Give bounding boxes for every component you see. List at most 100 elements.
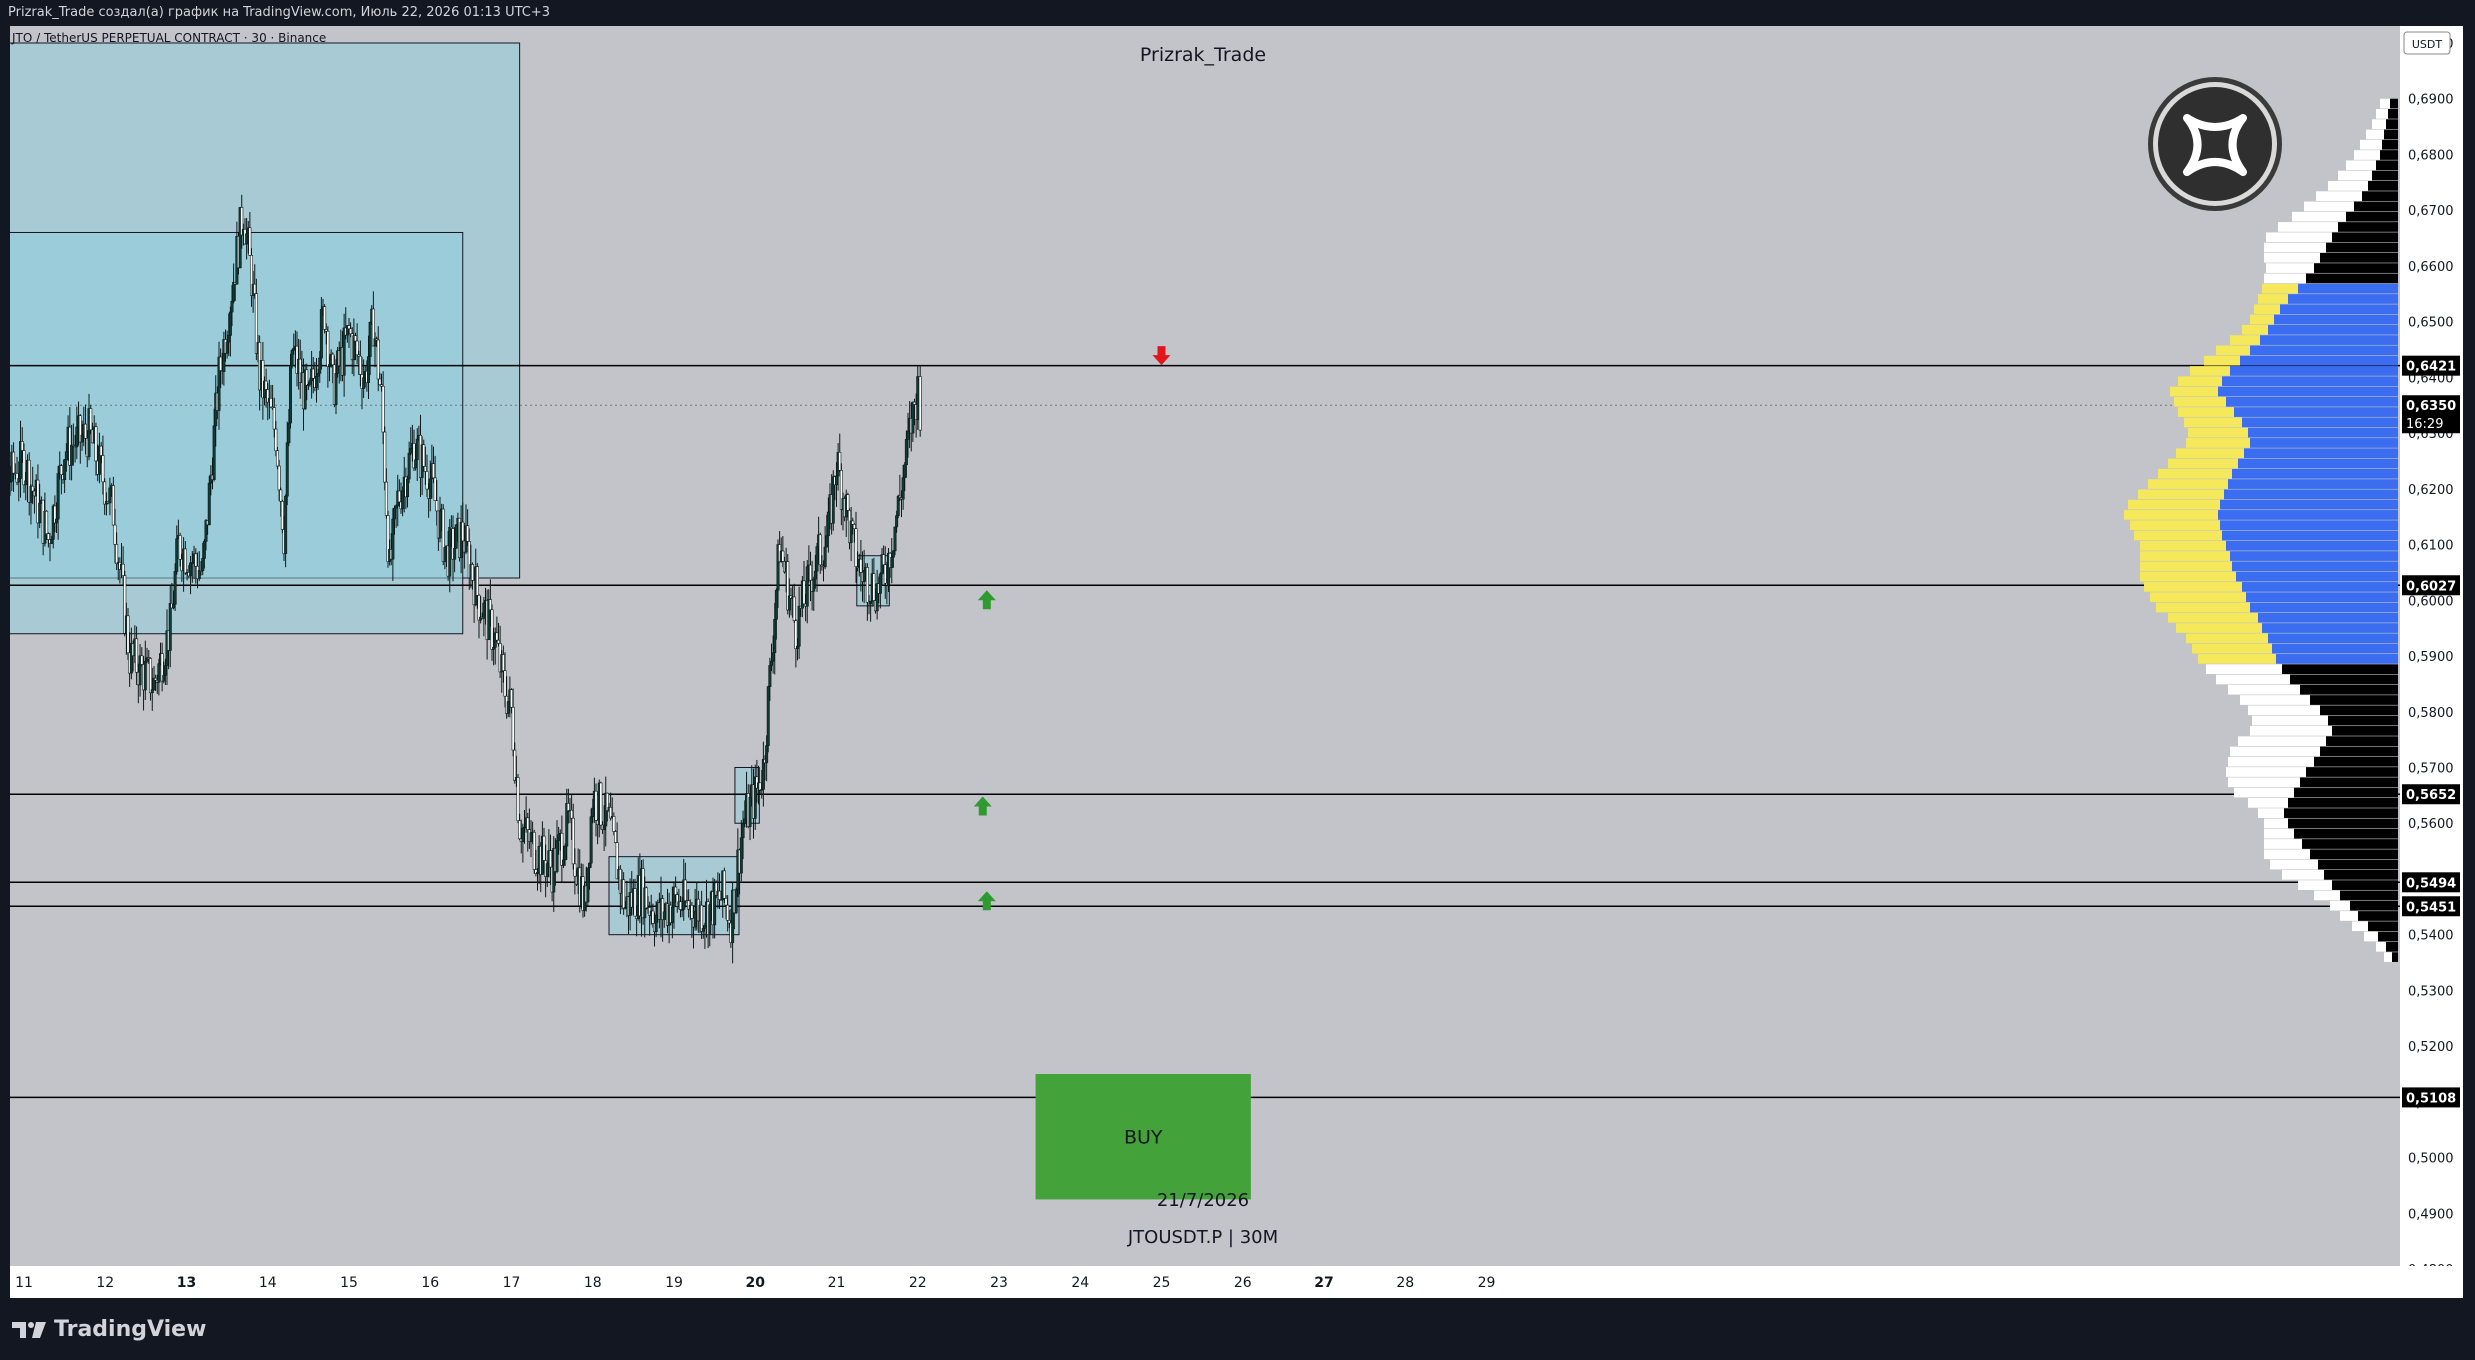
candle-body [812, 578, 816, 592]
time-tick-label: 29 [1478, 1275, 1496, 1291]
candle-body [589, 816, 593, 864]
candle-body [29, 485, 33, 503]
candle-body [80, 434, 84, 443]
candle-body [126, 615, 130, 654]
level-price-badge[interactable] [2402, 896, 2460, 917]
candle-body [46, 533, 50, 540]
level-price-label: 0,5652 [2406, 788, 2456, 803]
profile-bar-up [2186, 633, 2268, 644]
time-axis[interactable]: 11 12 13 14 15 16 17 18 19 20 21 22 23 24 25 26 27 28 29 [10, 1266, 2463, 1298]
candle-body [383, 431, 387, 483]
profile-bar-up [2204, 355, 2240, 366]
candle-body [883, 564, 887, 584]
profile-bar-up [2216, 674, 2290, 685]
candle-body [859, 558, 863, 573]
price-tick-label: 0,6200 [2408, 483, 2454, 498]
arrow-up-icon[interactable] [973, 796, 992, 816]
candle-body [113, 524, 117, 545]
candle-body [342, 327, 346, 376]
candle-body [428, 478, 432, 499]
profile-bar-down [2234, 407, 2398, 417]
candle-body [872, 573, 876, 601]
time-axis-svg[interactable]: 11 12 13 14 15 16 17 18 19 20 21 22 23 24 25 26 27 28 29 [10, 1266, 2463, 1298]
candle-body [511, 707, 515, 751]
candle-body [245, 233, 249, 245]
profile-bar-up [2190, 366, 2230, 376]
price-tick-label: 0,5700 [2408, 761, 2454, 776]
profile-bar-down [2218, 386, 2398, 397]
profile-bar-up [2216, 345, 2250, 356]
price-chart[interactable]: BUY JTO / TetherUS PERPETUAL CONTRACT · … [10, 26, 2400, 1266]
chart-area[interactable]: BUY JTO / TetherUS PERPETUAL CONTRACT · … [10, 26, 2400, 1266]
level-price-label: 0,5494 [2406, 876, 2456, 891]
candle-body [366, 356, 370, 383]
profile-bar-up [2364, 931, 2378, 942]
candle-body [454, 524, 458, 549]
candle-body [97, 445, 101, 475]
candle-body [834, 475, 838, 486]
profile-bar-up [2250, 726, 2332, 736]
candle-body [490, 609, 494, 650]
candle-body [613, 831, 617, 843]
candle-body [878, 573, 882, 594]
candle-body [318, 357, 322, 374]
candle-body [319, 309, 323, 359]
profile-bar-down [2372, 170, 2398, 181]
arrow-up-icon[interactable] [977, 590, 996, 610]
level-price-badge[interactable] [2402, 355, 2460, 376]
candle-body [882, 554, 886, 566]
profile-bar-up [2354, 150, 2380, 160]
level-price-badge[interactable] [2402, 784, 2460, 805]
current-price-badge[interactable] [2402, 395, 2460, 434]
candle-body [197, 570, 201, 580]
buy-label: BUY [1124, 1127, 1163, 1149]
candle-body [368, 321, 372, 357]
candle-body [172, 603, 176, 609]
profile-bar-up [2158, 468, 2232, 479]
arrow-down-icon[interactable] [1152, 346, 1171, 366]
time-tick-label: 24 [1071, 1275, 1089, 1291]
profile-bar-up [2250, 314, 2274, 325]
price-axis[interactable]: 0,70000,69000,68000,67000,66000,65000,64… [2400, 26, 2463, 1278]
candle-body [409, 447, 413, 454]
candle-body [138, 655, 142, 686]
symbol-info: JTO / TetherUS PERPETUAL CONTRACT · 30 ·… [11, 31, 326, 45]
candle-body [818, 534, 822, 566]
candle-body [443, 547, 447, 562]
profile-bar-up [2298, 880, 2332, 890]
level-price-badge[interactable] [2402, 1087, 2460, 1108]
profile-bar-down [2230, 551, 2398, 561]
profile-bar-down [2222, 376, 2398, 387]
profile-bar-down [2318, 859, 2398, 870]
date-label: 21/7/2026 [1157, 1190, 1249, 1211]
candle-body [466, 525, 470, 542]
candle-body [378, 378, 382, 385]
currency-label[interactable]: USDT [2412, 38, 2443, 51]
time-tick-label: 14 [259, 1275, 277, 1291]
profile-bar-up [2186, 438, 2250, 448]
candle-body [765, 745, 769, 764]
profile-bar-up [2226, 767, 2306, 777]
candle-body [518, 820, 522, 840]
profile-bar-down [2306, 767, 2398, 777]
candle-body [703, 925, 707, 929]
profile-bar-up [2346, 160, 2376, 171]
candle-body [143, 660, 147, 691]
tradingview-logo[interactable]: TradingView [12, 1317, 206, 1342]
level-price-badge[interactable] [2402, 872, 2460, 893]
currency-badge[interactable] [2403, 31, 2451, 55]
arrow-up-icon[interactable] [977, 891, 996, 911]
profile-bar-down [2248, 427, 2398, 438]
profile-bar-up [2266, 263, 2314, 273]
profile-bar-down [2310, 849, 2398, 860]
buy-box[interactable] [1035, 1074, 1251, 1200]
profile-bar-up [2176, 623, 2262, 633]
profile-bar-up [2192, 643, 2272, 654]
price-axis-svg[interactable]: 0,70000,69000,68000,67000,66000,65000,64… [2400, 26, 2463, 1278]
profile-bar-up [2178, 376, 2222, 387]
level-price-badge[interactable] [2402, 575, 2460, 596]
profile-bar-down [2288, 294, 2398, 304]
profile-bar-down [2232, 561, 2398, 572]
candle-body [17, 478, 21, 483]
candle-body [415, 438, 419, 461]
